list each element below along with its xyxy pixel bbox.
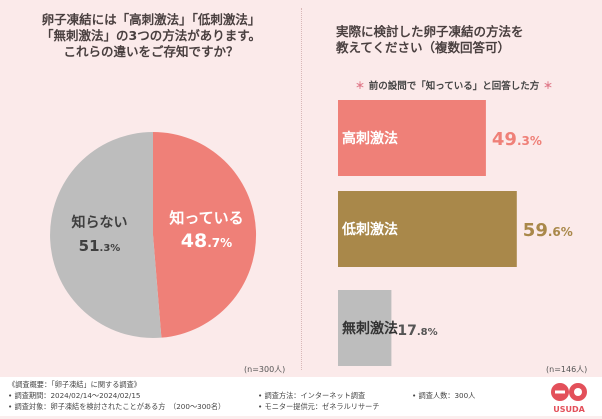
- left-question-line2: 「無刺激法」の3つの方法があります。: [41, 28, 261, 43]
- footer-target: • 調査対象：卵子凍結を検討されたことがある方 （200〜300名）: [8, 402, 226, 411]
- respondent-subtitle: ＊前の設問で「知っている」と回答した方＊: [318, 78, 590, 92]
- usuda-logo: USUDA: [547, 381, 591, 415]
- footer-count: • 調査人数：300人: [412, 391, 476, 400]
- bar-value-none: 17.8%: [397, 323, 437, 339]
- logo-mark-icon: USUDA: [551, 383, 587, 414]
- left-question-line1: 卵子凍結には「高刺激法」「低刺激法」: [41, 12, 261, 27]
- left-question: 卵子凍結には「高刺激法」「低刺激法」 「無刺激法」の3つの方法があります。 これ…: [26, 12, 276, 60]
- survey-footer: 《調査概要：「卵子凍結」に関する調査》 • 調査期間：2024/02/14〜20…: [0, 377, 602, 416]
- left-sample-size: (n=300人): [244, 365, 286, 374]
- footer-summary: 《調査概要：「卵子凍結」に関する調査》: [8, 380, 141, 389]
- star-right-icon: ＊: [543, 81, 553, 92]
- pie-chart: 知っている 48.7% 知らない 51.3%: [50, 132, 257, 338]
- footer-period: • 調査期間：2024/02/14〜2024/02/15: [8, 391, 141, 400]
- bar-label-high: 高刺激法: [342, 130, 398, 147]
- pie-label-dont-know: 知らない: [72, 214, 128, 231]
- right-question-line1: 実際に検討した卵子凍結の方法を: [336, 24, 524, 39]
- right-question-line2: 教えてください（複数回答可）: [336, 40, 511, 55]
- logo-text: USUDA: [553, 405, 585, 414]
- center-divider: [301, 8, 302, 370]
- footer-provider: • モニター提供元：ゼネラルリサーチ: [258, 402, 380, 411]
- pie-value-dont-know: 51.3%: [79, 237, 121, 255]
- bar-label-low: 低刺激法: [341, 221, 398, 238]
- left-question-line3: これらの違いをご存知ですか？: [63, 44, 239, 59]
- subtitle-text: 前の設問で「知っている」と回答した方: [368, 81, 540, 92]
- pie-slice-know: [153, 132, 257, 338]
- bar-chart: 高刺激法 49.3% 低刺激法 59.6% 無刺激法 17.8%: [338, 100, 573, 366]
- bar-high: [338, 100, 486, 176]
- pie-value-know: 48.7%: [181, 230, 232, 252]
- bar-low: [338, 191, 517, 267]
- right-question: 実際に検討した卵子凍結の方法を 教えてください（複数回答可）: [336, 24, 586, 56]
- right-sample-size: (n=146人): [546, 365, 588, 374]
- pie-slice-dont-know: [50, 132, 162, 338]
- star-left-icon: ＊: [355, 81, 365, 92]
- bar-label-none: 無刺激法: [342, 320, 398, 337]
- bar-value-high: 49.3%: [492, 129, 542, 150]
- pie-label-know: 知っている: [169, 209, 243, 227]
- bar-none: [338, 290, 392, 366]
- bar-value-low: 59.6%: [523, 220, 573, 241]
- footer-method: • 調査方法：インターネット調査: [258, 391, 366, 400]
